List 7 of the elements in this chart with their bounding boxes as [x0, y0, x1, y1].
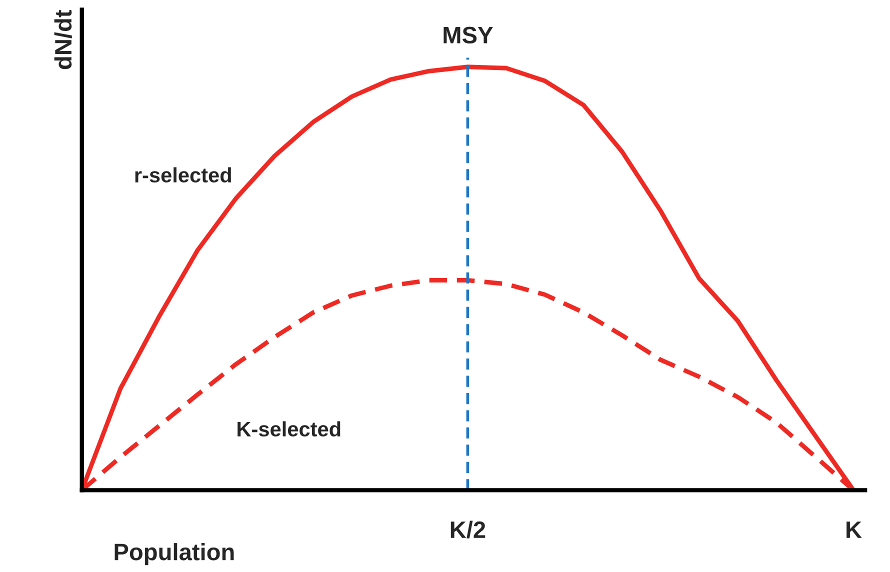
x-tick-label: K/2	[450, 520, 486, 538]
y-axis-title: dN/dt	[54, 10, 72, 70]
ref-line-label: MSY	[444, 26, 493, 44]
x-axis-title: Population	[114, 543, 234, 566]
series-label: r-selected	[135, 167, 231, 183]
text: K-selected	[238, 421, 340, 437]
x-tick-label: K	[846, 522, 862, 538]
